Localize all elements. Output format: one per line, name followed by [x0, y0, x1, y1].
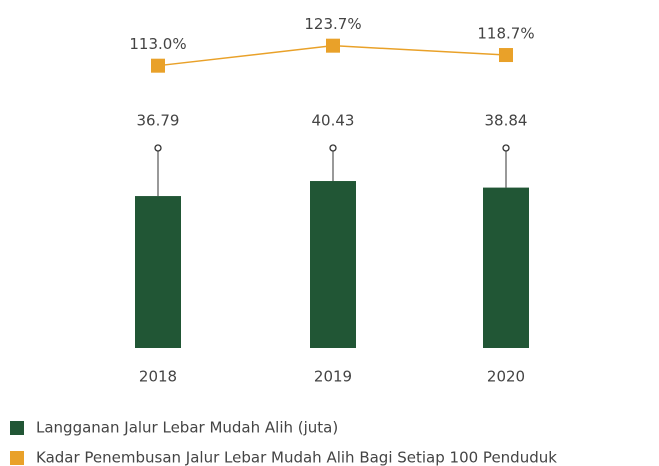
leader-dot: [154, 144, 162, 152]
data-label: 36.79: [137, 112, 180, 130]
x-tick-label: 2018: [139, 368, 177, 386]
legend-label: Langganan Jalur Lebar Mudah Alih (juta): [36, 419, 338, 437]
legend-swatch: [10, 451, 24, 465]
x-tick-label: 2020: [487, 368, 525, 386]
legend-label: Kadar Penembusan Jalur Lebar Mudah Alih …: [36, 449, 557, 466]
data-label: 118.7%: [477, 25, 534, 43]
data-label: 38.84: [485, 112, 528, 130]
x-tick-label: 2019: [314, 368, 352, 386]
data-label: 113.0%: [129, 35, 186, 53]
bar: [310, 181, 356, 348]
bar: [483, 187, 529, 348]
leader-dot: [502, 144, 510, 152]
data-label: 40.43: [312, 112, 355, 130]
leader-dot: [329, 144, 337, 152]
line-marker: [151, 58, 165, 73]
bar: [135, 196, 181, 348]
line-marker: [499, 48, 513, 63]
data-label: 123.7%: [304, 15, 361, 33]
line-marker: [326, 38, 340, 53]
legend-swatch: [10, 421, 24, 435]
